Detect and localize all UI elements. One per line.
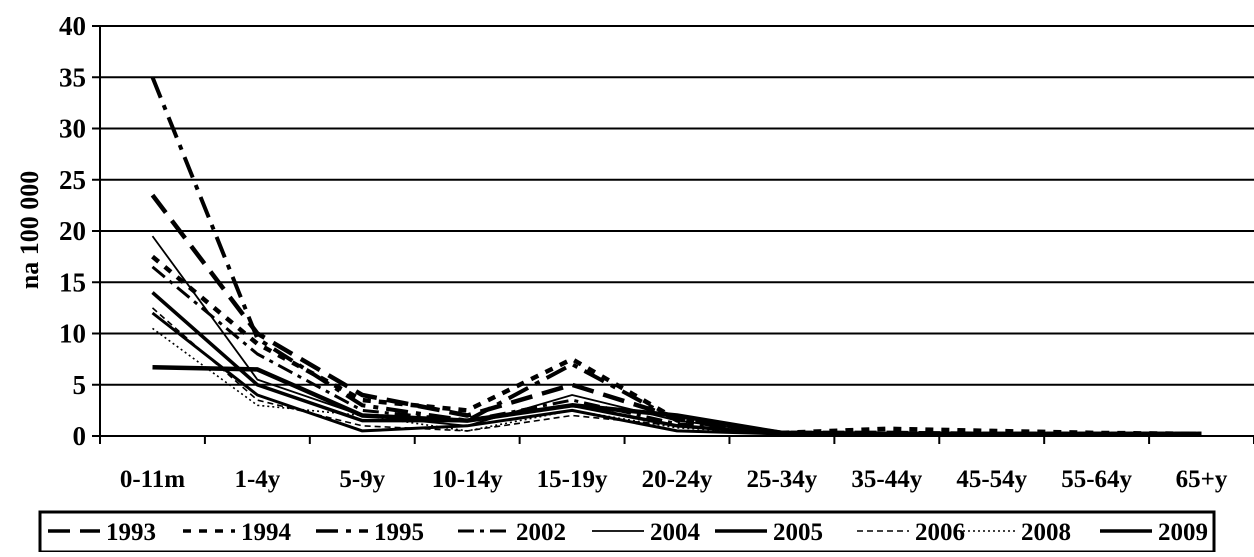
legend-label-1994: 1994 xyxy=(241,519,292,546)
x-tick-label: 25-34y xyxy=(746,466,817,493)
y-tick-label: 15 xyxy=(59,267,86,297)
series-layer xyxy=(150,76,1202,437)
legend-label-1993: 1993 xyxy=(106,519,156,546)
label-layer: 0 5 10 15 20 25 30 35 40 0-11m 1-4y 5-9y 10-14y 15-19… xyxy=(59,11,1228,493)
y-tick-label: 40 xyxy=(59,11,86,41)
legend-label-2006: 2006 xyxy=(915,519,965,546)
y-tick-label: 5 xyxy=(73,370,87,400)
series-line-extra xyxy=(151,311,1202,436)
x-tick-label: 65+y xyxy=(1176,466,1228,493)
legend-label-2002: 2002 xyxy=(516,519,566,546)
y-axis-title: na 100 000 xyxy=(15,171,44,289)
y-tick-label: 20 xyxy=(59,216,86,246)
x-tick-label: 5-9y xyxy=(339,466,385,493)
grid-layer xyxy=(100,25,1254,386)
legend: 1993 1994 1995 2002 2004 2005 2006 2008 2009 xyxy=(38,510,1216,554)
legend-label-2009: 2009 xyxy=(1158,519,1208,546)
x-tick-label: 55-64y xyxy=(1061,466,1132,493)
axis-layer xyxy=(92,25,1254,444)
y-tick-label: 10 xyxy=(59,319,86,349)
x-tick-label: 10-14y xyxy=(432,466,503,493)
legend-label-2004: 2004 xyxy=(650,519,701,546)
series-line-2009 xyxy=(152,365,1202,437)
x-tick-label: 1-4y xyxy=(234,466,280,493)
x-tick-label: 0-11m xyxy=(120,466,185,493)
y-tick-label: 35 xyxy=(59,62,86,92)
y-tick-label: 0 xyxy=(73,421,87,451)
series-line-2008 xyxy=(152,327,1202,435)
legend-label-1995: 1995 xyxy=(374,519,424,546)
legend-label-2005: 2005 xyxy=(773,519,823,546)
legend-label-2008: 2008 xyxy=(1021,519,1071,546)
x-tick-label: 35-44y xyxy=(851,466,922,493)
x-tick-label: 45-54y xyxy=(956,466,1027,493)
series-line-1995 xyxy=(150,76,1202,436)
y-tick-label: 30 xyxy=(59,114,86,144)
series-line-2002 xyxy=(151,265,1202,436)
x-tick-label: 20-24y xyxy=(642,466,713,493)
x-tick-label: 15-19y xyxy=(537,466,608,493)
y-tick-label: 25 xyxy=(59,165,86,195)
